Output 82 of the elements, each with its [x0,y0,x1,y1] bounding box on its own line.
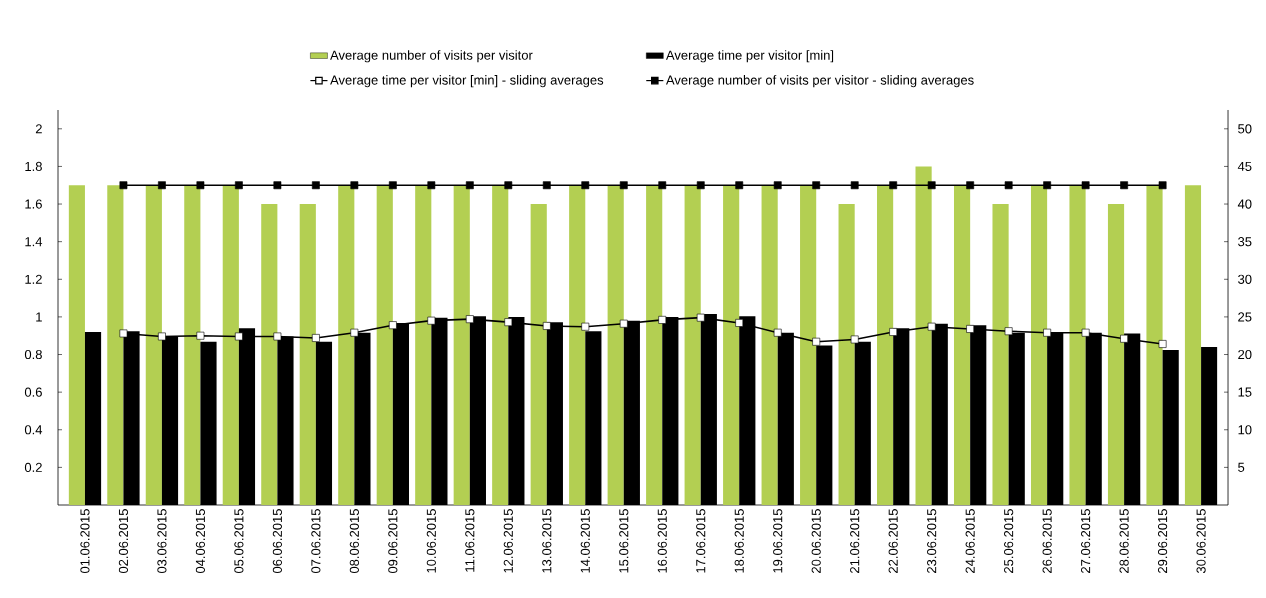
x-tick-label: 22.06.2015 [888,509,898,573]
y2-tick-label: 45 [1237,161,1252,171]
y-tick-label: 0.6 [24,387,42,397]
x-tick-label: 04.06.2015 [195,509,206,574]
y2-tick-label: 35 [1238,237,1252,247]
point [1043,328,1052,337]
legend-label: Average number of visits per visitor - sliding averages [665,75,974,88]
legend-label: Average time per visitor [min] [665,50,834,63]
y2-tick-label: 5 [1238,462,1245,472]
y2-tick-label: 40 [1237,199,1252,209]
x-tick-label: 18.06.2015 [734,509,744,573]
y2-tick-label: 25 [1238,312,1252,322]
y-tick-label: 0.4 [24,425,43,435]
x-tick-label: 10.06.2015 [426,509,436,573]
x-tick-label: 09.06.2015 [388,509,398,574]
x-tick-label: 21.06.2015 [850,509,860,573]
x-tick-label: 05.06.2015 [234,509,244,574]
point [619,319,628,328]
point [273,332,282,341]
legend-label: Average time per visitor [min] - sliding averages [330,75,604,88]
point [119,329,128,338]
x-tick-label: 15.06.2015 [619,509,629,573]
point [581,322,590,331]
y2-tick-label: 15 [1238,387,1252,397]
y-tick-label: 1.8 [25,161,42,172]
y2-tick-label: 10 [1238,425,1252,435]
x-tick-label: 07.06.2015 [311,509,321,574]
x-tick-label: 11.06.2015 [465,509,475,572]
y-tick-label: 0.8 [24,349,42,360]
x-tick-label: 28.06.2015 [1119,509,1129,573]
y-tick-label: 2 [35,124,42,134]
point [1120,334,1129,343]
x-tick-label: 08.06.2015 [349,509,359,574]
x-tick-label: 06.06.2015 [272,509,282,574]
y2-tick-label: 20 [1238,349,1252,360]
x-tick-label: 17.06.2015 [696,509,706,573]
x-tick-label: 01.06.2015 [80,509,90,574]
point [812,337,821,346]
x-tick-label: 23.06.2015 [927,509,937,573]
y-tick-label: 1.6 [25,199,42,209]
point [1081,328,1090,337]
point [850,335,859,344]
point [388,321,397,330]
x-tick-label: 25.06.2015 [1004,509,1014,573]
point [658,316,667,324]
x-tick-label: 29.06.2015 [1157,509,1168,573]
point [350,328,359,337]
point [927,322,936,331]
x-tick-label: 26.06.2015 [1042,509,1052,573]
y-tick-label: 0.2 [24,462,42,472]
legend-label: Average number of visits per visitor [330,50,533,63]
x-tick-label: 20.06.2015 [811,509,821,573]
point [504,318,513,327]
x-tick-label: 02.06.2015 [118,509,129,574]
point [235,332,243,341]
point [465,315,474,324]
x-tick-label: 14.06.2015 [580,509,590,573]
x-tick-label: 12.06.2015 [503,509,513,573]
point [196,331,205,340]
y-tick-label: 1.2 [25,274,42,284]
point [427,316,436,325]
x-tick-label: 19.06.2015 [773,509,783,573]
x-tick-label: 16.06.2015 [657,509,667,573]
point [966,325,975,333]
point [542,322,551,330]
point [1004,327,1013,336]
point [696,313,705,322]
y2-tick-label: 50 [1238,124,1252,134]
point [158,332,166,341]
point [773,328,782,337]
x-tick-label: 03.06.2015 [157,509,167,574]
point [889,328,898,336]
y-tick-label: 1.4 [25,237,43,247]
x-tick-label: 24.06.2015 [965,509,975,573]
y2-tick-label: 30 [1238,274,1252,284]
x-tick-label: 27.06.2015 [1081,509,1091,573]
x-tick-label: 13.06.2015 [542,509,552,573]
point [735,319,744,327]
point [311,334,320,342]
y-tick-label: 1 [36,312,42,322]
point [1158,340,1167,348]
x-tick-label: 30.06.2015 [1196,509,1206,574]
